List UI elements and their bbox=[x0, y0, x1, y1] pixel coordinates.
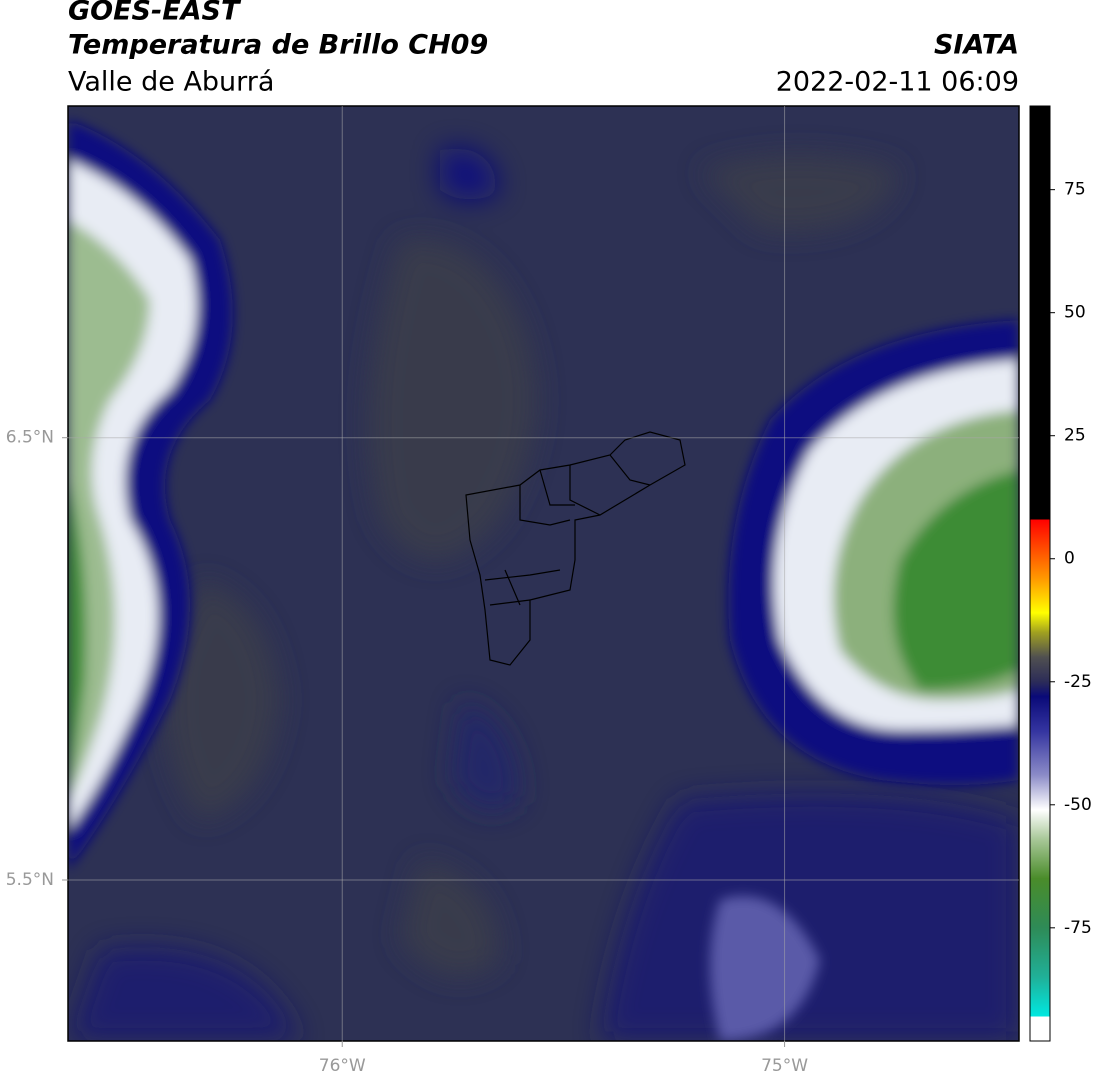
colorbar-tick-label: 25 bbox=[1064, 426, 1086, 446]
y-tick-label: 5.5°N bbox=[6, 870, 54, 890]
colorbar-tick-label: -25 bbox=[1064, 672, 1092, 692]
colorbar-tick-label: 50 bbox=[1064, 303, 1086, 323]
colorbar-tick-label: -75 bbox=[1064, 918, 1092, 938]
y-tick-label: 6.5°N bbox=[6, 428, 54, 448]
title: GOES-EAST bbox=[68, 0, 242, 27]
datetime: 2022-02-11 06:09 bbox=[776, 67, 1019, 98]
source: SIATA bbox=[934, 30, 1019, 61]
map-frame bbox=[67, 105, 1020, 1042]
subtitle: Temperatura de Brillo CH09 bbox=[68, 30, 488, 61]
x-tick-label: 76°W bbox=[319, 1056, 366, 1076]
region: Valle de Aburrá bbox=[68, 67, 274, 98]
municipal-boundaries bbox=[465, 431, 686, 666]
map-image bbox=[68, 106, 1019, 1041]
colorbar bbox=[1029, 105, 1051, 1042]
x-tick-label: 75°W bbox=[761, 1056, 808, 1076]
colorbar-tick-label: -50 bbox=[1064, 795, 1092, 815]
colorbar-tick-label: 0 bbox=[1064, 549, 1075, 569]
colorbar-tick-label: 75 bbox=[1064, 180, 1086, 200]
